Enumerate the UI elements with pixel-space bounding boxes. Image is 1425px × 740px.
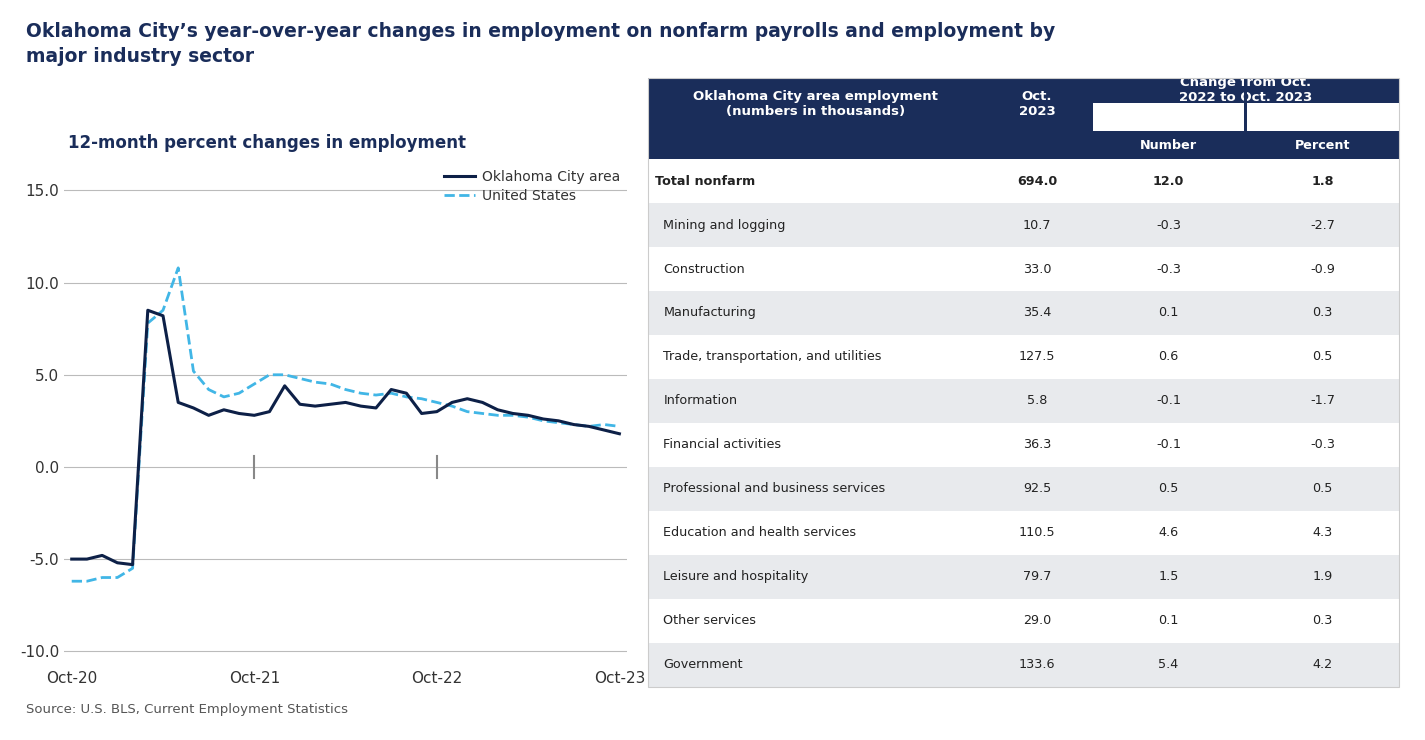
Text: 0.3: 0.3 [1312, 306, 1332, 320]
Text: 36.3: 36.3 [1023, 438, 1052, 451]
Text: 0.1: 0.1 [1159, 614, 1178, 628]
Text: Construction: Construction [664, 263, 745, 275]
Text: Source: U.S. BLS, Current Employment Statistics: Source: U.S. BLS, Current Employment Sta… [26, 703, 348, 716]
Text: 79.7: 79.7 [1023, 571, 1052, 583]
Text: 0.1: 0.1 [1159, 306, 1178, 320]
Text: Mining and logging: Mining and logging [664, 218, 785, 232]
Text: Leisure and hospitality: Leisure and hospitality [664, 571, 808, 583]
Text: 694.0: 694.0 [1017, 175, 1057, 187]
Text: 5.4: 5.4 [1159, 659, 1178, 671]
Text: 0.3: 0.3 [1312, 614, 1332, 628]
Text: 127.5: 127.5 [1019, 351, 1056, 363]
Text: Information: Information [664, 394, 738, 408]
Text: 4.2: 4.2 [1312, 659, 1332, 671]
Text: 10.7: 10.7 [1023, 218, 1052, 232]
Text: 1.8: 1.8 [1311, 175, 1334, 187]
Text: Oklahoma City’s year-over-year changes in employment on nonfarm payrolls and emp: Oklahoma City’s year-over-year changes i… [26, 22, 1054, 66]
Text: 29.0: 29.0 [1023, 614, 1052, 628]
Text: 133.6: 133.6 [1019, 659, 1056, 671]
Text: -0.1: -0.1 [1156, 438, 1181, 451]
Text: Total nonfarm: Total nonfarm [656, 175, 755, 187]
Text: 12.0: 12.0 [1153, 175, 1184, 187]
Legend: Oklahoma City area, United States: Oklahoma City area, United States [445, 169, 620, 204]
Text: 35.4: 35.4 [1023, 306, 1052, 320]
Text: -0.3: -0.3 [1156, 263, 1181, 275]
Text: 0.5: 0.5 [1159, 482, 1178, 495]
Text: -2.7: -2.7 [1310, 218, 1335, 232]
Text: 0.6: 0.6 [1159, 351, 1178, 363]
Text: 110.5: 110.5 [1019, 526, 1056, 539]
Text: Oklahoma City area employment
(numbers in thousands): Oklahoma City area employment (numbers i… [693, 90, 938, 118]
Text: -1.7: -1.7 [1310, 394, 1335, 408]
Text: 1.5: 1.5 [1159, 571, 1178, 583]
Text: Change from Oct.
2022 to Oct. 2023: Change from Oct. 2022 to Oct. 2023 [1178, 76, 1312, 104]
Text: Oct.
2023: Oct. 2023 [1019, 90, 1056, 118]
Text: 1.9: 1.9 [1312, 571, 1332, 583]
Text: 0.5: 0.5 [1312, 351, 1332, 363]
Text: Trade, transportation, and utilities: Trade, transportation, and utilities [664, 351, 882, 363]
Text: -0.9: -0.9 [1310, 263, 1335, 275]
Text: 12-month percent changes in employment: 12-month percent changes in employment [68, 134, 466, 152]
Text: -0.3: -0.3 [1156, 218, 1181, 232]
Text: Manufacturing: Manufacturing [664, 306, 757, 320]
Text: 92.5: 92.5 [1023, 482, 1052, 495]
Text: 4.3: 4.3 [1312, 526, 1332, 539]
Text: Professional and business services: Professional and business services [664, 482, 886, 495]
Text: Number: Number [1140, 138, 1197, 152]
Text: Government: Government [664, 659, 742, 671]
Text: 33.0: 33.0 [1023, 263, 1052, 275]
Text: 4.6: 4.6 [1159, 526, 1178, 539]
Text: Other services: Other services [664, 614, 757, 628]
Text: 5.8: 5.8 [1027, 394, 1047, 408]
Text: Percent: Percent [1295, 138, 1349, 152]
Text: -0.3: -0.3 [1310, 438, 1335, 451]
Text: Financial activities: Financial activities [664, 438, 781, 451]
Text: -0.1: -0.1 [1156, 394, 1181, 408]
Text: Education and health services: Education and health services [664, 526, 856, 539]
Text: 0.5: 0.5 [1312, 482, 1332, 495]
